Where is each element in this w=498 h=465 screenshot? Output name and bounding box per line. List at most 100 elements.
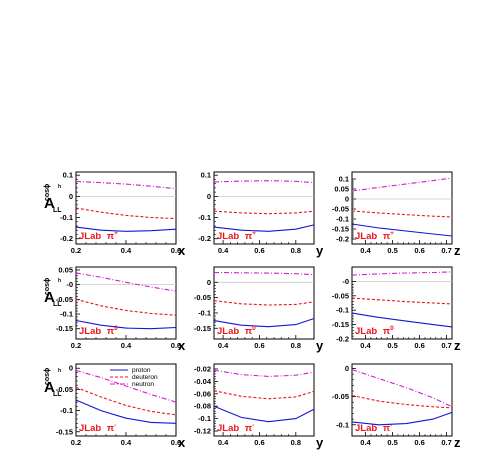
- pion-charge: +: [114, 230, 118, 237]
- series-line-neutron: [351, 177, 453, 192]
- y-tick-label: -0.1: [336, 306, 349, 315]
- x-tick-label: 0.6: [254, 246, 264, 255]
- y-tick-label: 0: [69, 192, 73, 201]
- row-ylabel-2: A LL cosϕ h: [44, 368, 62, 398]
- y-tick-label: -0.08: [194, 402, 211, 411]
- y-tick-label: -0.12: [194, 427, 211, 436]
- y-tick-label: 0.05: [334, 185, 349, 194]
- pion-symbol: π: [245, 231, 253, 242]
- row-ylabel-1: A LL cosϕ h: [44, 278, 62, 308]
- series-line-deuteron: [75, 298, 177, 316]
- panel-tag: JLab π+: [355, 230, 394, 242]
- y-tick-label: -0.15: [194, 324, 211, 333]
- x-tick-label: 0.7: [441, 246, 451, 255]
- y-tick-label: -0.05: [56, 295, 73, 304]
- x-tick-label: 0.4: [360, 341, 371, 350]
- x-tick-label: 0.7: [441, 438, 451, 447]
- x-tick-label: 0.5: [387, 438, 397, 447]
- y-tick-label: -0.15: [56, 324, 73, 333]
- y-tick-label: -0.2: [198, 234, 211, 243]
- y-tick-label: 0: [207, 192, 211, 201]
- x-tick-label: 0.6: [414, 341, 424, 350]
- x-tick-label: 0.7: [441, 341, 451, 350]
- x-tick-label: 0.6: [171, 341, 181, 350]
- y-tick-label: -0.1: [60, 213, 73, 222]
- series-line-neutron: [75, 272, 177, 292]
- y-tick-label: -0.02: [194, 364, 211, 373]
- ylabel-sub: LL: [53, 207, 62, 214]
- x-tick-label: 0.4: [121, 438, 132, 447]
- x-tick-label: 0.6: [254, 341, 264, 350]
- ylabel-sub: LL: [53, 391, 62, 398]
- series-line-deuteron: [75, 386, 177, 416]
- series-line-proton: [213, 317, 315, 328]
- x-tick-label: 0.4: [360, 246, 371, 255]
- pion-symbol: π: [107, 231, 115, 242]
- y-tick-label: -0.2: [336, 335, 349, 344]
- series-line-proton: [213, 405, 315, 423]
- x-tick-label: 0.2: [71, 438, 81, 447]
- panel-0-2: 0.10.050-0.05-0.1-0.15-0.2 0.4 0.5 0.6 0.7 z J…: [332, 171, 461, 258]
- x-axis-label: z: [454, 243, 461, 258]
- x-tick-label: 0.4: [218, 246, 229, 255]
- series-line-proton: [75, 399, 177, 424]
- pion-symbol: π: [383, 326, 391, 337]
- y-tick-label: -0.1: [60, 406, 73, 415]
- series-line-deuteron: [213, 210, 315, 215]
- panel-2-0: 0 -0.05 -0.1 -0.15 0.2 0.4 0.6x JLab π-: [56, 363, 186, 450]
- panel-0-0: 0.1 0 -0.1 -0.2 0.2 0.4 0.6x JLab π+: [60, 171, 186, 258]
- series-line-proton: [351, 411, 453, 426]
- x-axis-label: z: [454, 435, 461, 450]
- ylabel-sup: cosϕ: [44, 368, 51, 385]
- ylabel-main: A: [44, 379, 55, 396]
- y-tick-label: -0.05: [332, 291, 349, 300]
- series-line-deuteron: [213, 390, 315, 400]
- y-tick-label: 0.1: [339, 175, 349, 184]
- y-tick-label: -0.06: [194, 389, 211, 398]
- x-tick-label: 0.8: [291, 438, 301, 447]
- y-tick-label: -0.05: [332, 205, 349, 214]
- y-tick-label: -0.15: [332, 225, 349, 234]
- ylabel-sup: cosϕ: [44, 184, 51, 201]
- panel-tag: JLab π-: [217, 422, 254, 434]
- x-tick-label: 0.6: [414, 438, 424, 447]
- panel-2-2: 0 -0.05 -0.1 0.4 0.5 0.6 0.7 z JLab π-: [332, 363, 461, 450]
- pion-symbol: π: [107, 423, 115, 434]
- pion-charge: +: [252, 230, 256, 237]
- y-tick-label: 0: [69, 364, 73, 373]
- series-line-deuteron: [351, 394, 453, 409]
- panel-tag: JLab π0: [355, 325, 394, 337]
- y-tick-label: 0.05: [58, 265, 73, 274]
- ylabel-sub: LL: [53, 301, 62, 308]
- y-tick-label: 0: [345, 195, 349, 204]
- series-line-neutron: [213, 271, 315, 276]
- y-tick-label: -0.05: [56, 385, 73, 394]
- pion-symbol: π: [245, 423, 253, 434]
- y-tick-label: 0.1: [63, 171, 73, 180]
- panel-1-2: -0 -0.05 -0.1 -0.15 -0.2 0.4 0.5 0.6 0.7 z JLab π0: [332, 266, 461, 353]
- y-tick-label: -0.2: [60, 234, 73, 243]
- y-tick-label: -0.1: [336, 215, 349, 224]
- plot-frame: [351, 363, 453, 437]
- y-tick-label: -0.05: [332, 392, 349, 401]
- x-tick-label: 0.6: [171, 438, 181, 447]
- y-tick-label: -0.05: [194, 293, 211, 302]
- panel-1-0: 0.05 -0 -0.05 -0.1 -0.15 0.2 0.4 0.6x JLab π0: [56, 265, 186, 353]
- x-tick-label: 0.5: [387, 341, 397, 350]
- legend-label-proton: proton: [132, 367, 151, 374]
- x-tick-label: 0.2: [71, 341, 81, 350]
- pion-symbol: π: [383, 231, 391, 242]
- y-tick-label: -0.15: [56, 427, 73, 436]
- panel-0-1: 0.1 0 -0.1 -0.2 0.4 0.6 0.8 y JLab π+: [198, 171, 324, 258]
- x-tick-label: 0.4: [360, 438, 371, 447]
- y-tick-label: -0.1: [336, 420, 349, 429]
- series-line-deuteron: [213, 300, 315, 306]
- legend-label-deuteron: deuteron: [132, 374, 158, 381]
- x-axis-label: x: [178, 243, 186, 258]
- x-tick-label: 0.4: [218, 438, 229, 447]
- plot-frame: [351, 266, 453, 340]
- y-tick-label: -0.15: [332, 320, 349, 329]
